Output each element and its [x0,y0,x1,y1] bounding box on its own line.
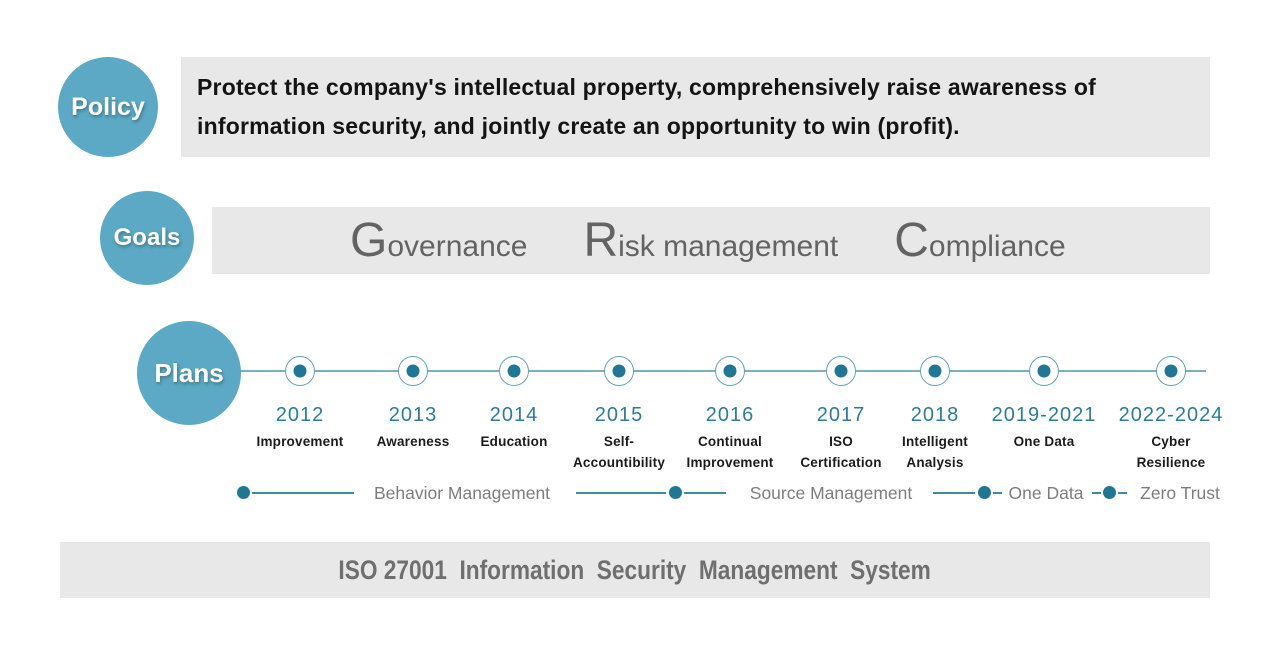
milestone-label-line: Resilience [1136,455,1206,470]
milestone-label-line: ISO [829,434,853,449]
milestone-dot-icon [1037,364,1051,378]
phase-line [933,492,975,494]
milestone-dot-icon [723,364,737,378]
phase-line [576,492,666,494]
milestone-label-line: Improvement [686,455,774,470]
goal-rest: ompliance [928,230,1066,263]
plans-bubble: Plans [137,321,241,425]
phase-line [993,492,1002,494]
policy-text-line: information security, and jointly create… [197,113,960,139]
milestone-label-line: Continual [697,434,763,449]
phase-line [684,492,726,494]
milestone-label-line: Education [480,434,548,449]
milestone-2018: 2018 Intelligent Analysis [870,402,1000,473]
phase-line [1118,492,1127,494]
policy-statement-box: Protect the company's intellectual prope… [181,57,1210,157]
footer-title: ISO 27001 Information Security Managemen… [338,554,932,585]
timeline-marker-icon [499,356,529,386]
phase-dot-icon [237,486,250,499]
phase-dot-icon [669,486,682,499]
milestone-label-line: Accountibility [572,455,666,470]
timeline-marker-icon [604,356,634,386]
timeline-marker-icon [1156,356,1186,386]
plans-bubble-label: Plans [154,357,224,388]
goal-initial: R [583,214,619,267]
milestone-label-line: Intelligent [902,434,968,449]
milestone-2022-2024: 2022-2024 Cyber Resilience [1106,402,1236,473]
milestone-2012: 2012 Improvement [235,402,365,452]
milestone-dot-icon [1164,364,1178,378]
phase-label: Source Management [749,483,913,503]
milestone-2019-2021: 2019-2021 One Data [979,402,1109,452]
milestone-2014: 2014 Education [449,402,579,452]
milestone-year: 2022-2024 [1118,404,1224,426]
milestone-year: 2019-2021 [991,404,1097,426]
milestone-dot-icon [834,364,848,378]
milestone-dot-icon [293,364,307,378]
goals-bubble: Goals [100,191,194,285]
policy-bubble: Policy [58,57,158,157]
milestone-year: 2014 [489,404,539,426]
milestone-dot-icon [928,364,942,378]
goal-rest: isk management [618,230,839,263]
milestone-label-line: Cyber [1151,434,1191,449]
phase-line [1092,492,1101,494]
timeline-marker-icon [1029,356,1059,386]
milestone-label-line: Self- [603,434,635,449]
timeline-marker-icon [715,356,745,386]
milestone-year: 2015 [594,404,644,426]
timeline-marker-icon [398,356,428,386]
milestone-year: 2017 [816,404,866,426]
milestone-label-line: One Data [1013,434,1075,449]
goal-risk-management: Risk management [583,213,838,268]
policy-bubble-label: Policy [71,92,145,121]
milestone-year: 2018 [910,404,960,426]
phase-dot-icon [1103,486,1116,499]
milestone-2013: 2013 Awareness [348,402,478,452]
phase-label: Behavior Management [373,483,551,503]
milestone-2017: 2017 ISO Certification [776,402,906,473]
milestone-year: 2012 [275,404,325,426]
goal-rest: overnance [387,230,528,263]
phase-label: One Data [1008,483,1084,503]
footer-bar: ISO 27001 Information Security Managemen… [60,542,1210,598]
phase-label: Zero Trust [1140,483,1220,503]
goals-box: Governance Risk management Compliance [212,207,1210,274]
timeline-marker-icon [285,356,315,386]
phase-dot-icon [978,486,991,499]
goal-governance: Governance [350,213,527,268]
milestone-year: 2016 [705,404,755,426]
milestone-year: 2013 [388,404,438,426]
milestone-dot-icon [507,364,521,378]
milestone-2016: 2016 Continual Improvement [665,402,795,473]
timeline-marker-icon [826,356,856,386]
goal-initial: C [894,214,929,267]
goal-initial: G [350,214,388,267]
milestone-label-line: Certification [800,455,882,470]
phase-line [252,492,354,494]
milestone-label-line: Analysis [906,455,964,470]
milestone-label-line: Awareness [376,434,450,449]
goal-compliance: Compliance [894,213,1065,268]
timeline-marker-icon [920,356,950,386]
milestone-label-line: Improvement [256,434,344,449]
milestone-2015: 2015 Self- Accountibility [554,402,684,473]
policy-text-line: Protect the company's intellectual prope… [197,74,1096,100]
goals-bubble-label: Goals [113,224,181,251]
milestone-dot-icon [612,364,626,378]
milestone-dot-icon [406,364,420,378]
